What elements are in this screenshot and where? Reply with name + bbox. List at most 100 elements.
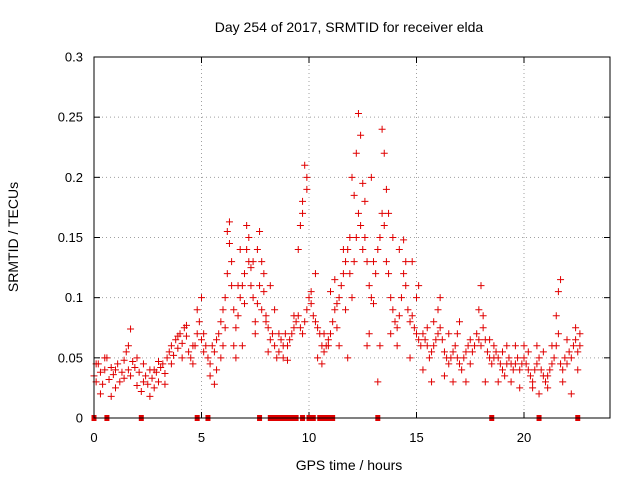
data-point [327,288,334,296]
data-point [112,384,119,392]
data-point [511,342,519,350]
data-point [406,318,414,326]
data-point [430,318,438,326]
data-point [217,354,225,362]
data-point [387,330,395,338]
data-point [245,234,253,241]
data-point [101,354,109,362]
data-point [118,368,126,376]
data-point [367,173,375,181]
data-point [198,294,205,302]
data-point [182,321,190,329]
data-point [576,330,584,338]
data-point [99,380,107,388]
data-point [440,348,448,356]
data-point [432,336,440,344]
data-point [339,246,347,254]
data-point [346,234,354,241]
data-point [247,264,255,272]
data-point [230,342,238,350]
data-point [531,366,539,374]
data-point [576,342,584,350]
data-point [548,342,556,350]
data-point [210,380,218,388]
data-point [471,342,479,350]
data-point [96,368,104,376]
data-point [296,221,304,229]
data-point [223,227,231,235]
data-point [107,363,115,371]
data-point [428,348,436,356]
data-point [215,330,223,338]
data-point [348,173,356,181]
data-point [268,330,276,338]
data-point [258,306,266,314]
data-point [395,312,403,320]
data-point [124,366,132,374]
data-point [342,306,350,314]
data-point [423,342,431,350]
data-point [155,378,162,386]
data-point [137,388,145,396]
data-point [376,234,384,241]
data-point [290,324,298,332]
data-point [385,209,393,217]
data-point [281,330,289,338]
data-point [559,378,567,386]
data-point [436,324,444,332]
data-point [320,330,328,338]
data-point [385,270,393,278]
data-point [311,270,319,278]
data-point [167,360,175,368]
data-point [421,336,429,344]
data-point [182,332,190,340]
data-point [456,318,463,326]
data-point [299,197,307,205]
data-point [417,342,425,350]
data-point [249,258,257,266]
data-point [116,378,124,386]
data-point [445,330,453,338]
data-point [445,360,453,368]
y-axis-label: SRMTID / TECUs [5,182,21,292]
data-point [178,339,186,347]
data-point [256,282,264,290]
data-point [200,348,208,356]
data-point [361,234,369,241]
data-point [333,300,341,308]
data-point [477,342,485,350]
data-point [146,392,154,400]
data-point [447,354,455,362]
data-point [490,342,498,350]
data-point [335,294,343,302]
data-point [488,360,496,368]
data-point [389,234,397,241]
y-tick-label: 0.2 [65,170,83,185]
data-point [546,366,554,374]
data-point [96,390,104,398]
data-point [387,294,395,302]
y-tick-label: 0.1 [65,290,83,305]
data-point [109,371,117,379]
data-point [477,282,485,290]
data-point [101,366,109,374]
data-point [400,236,408,244]
data-point [370,300,377,308]
data-point [363,258,371,266]
data-point [303,185,311,193]
x-tick-label: 5 [198,430,205,445]
data-point [462,378,470,386]
data-point [554,330,562,338]
plot-frame [93,56,611,419]
data-point [361,197,369,205]
data-point [253,300,261,308]
data-point [264,324,272,332]
data-point [148,374,156,382]
data-point [333,324,341,332]
data-point [139,360,147,368]
data-point [309,312,317,320]
data-point [139,378,147,386]
data-point [479,312,487,320]
data-point [225,240,233,248]
axis-ticks: 0 0.05 0.1 0.15 0.2 0.25 0.3 0 5 10 15 20 [58,50,610,445]
